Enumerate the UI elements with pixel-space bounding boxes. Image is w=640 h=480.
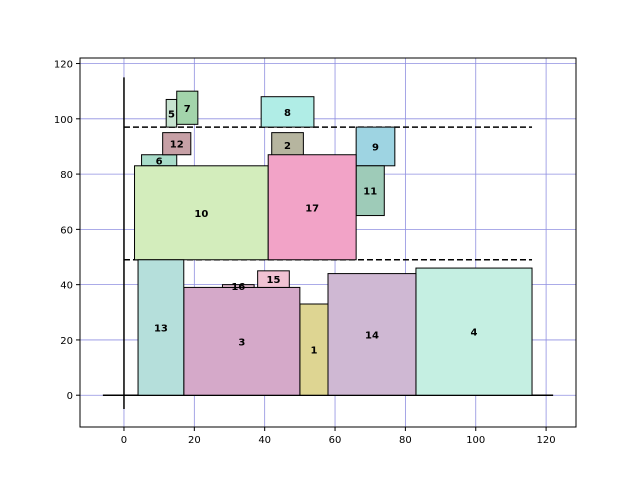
rect-box — [260, 96, 315, 128]
rect-box — [267, 154, 357, 261]
rect-label: 14 — [365, 330, 379, 341]
rect-label: 7 — [184, 104, 191, 115]
rect-box — [134, 165, 269, 261]
rect-label: 2 — [284, 141, 291, 152]
x-tick-label: 20 — [188, 435, 201, 446]
y-tick-label: 20 — [60, 336, 73, 347]
rect-item-3: 3 — [183, 286, 301, 396]
rect-label: 12 — [170, 140, 184, 151]
x-tick-label: 120 — [537, 435, 556, 446]
rect-box — [415, 267, 533, 396]
y-tick-label: 120 — [54, 60, 73, 71]
rect-label: 4 — [471, 328, 478, 339]
rect-item-12: 12 — [162, 132, 192, 156]
rect-label: 6 — [156, 156, 163, 167]
rect-box — [355, 126, 396, 167]
rect-label: 9 — [372, 142, 379, 153]
rect-box — [355, 165, 385, 217]
x-tick-label: 40 — [258, 435, 271, 446]
x-tick-label: 100 — [466, 435, 485, 446]
rect-item-14: 14 — [327, 273, 417, 396]
rect-item-16: 16 — [221, 282, 255, 293]
rect-item-4: 4 — [415, 267, 533, 396]
rect-item-7: 7 — [176, 90, 199, 125]
rect-box — [271, 132, 304, 159]
rect-item-2: 2 — [271, 132, 304, 159]
rect-item-10: 10 — [134, 165, 269, 261]
y-tick-label: 80 — [60, 170, 73, 181]
rect-label: 13 — [154, 323, 168, 334]
rect-box — [221, 284, 255, 288]
plot-frame — [79, 57, 577, 428]
axis-ticks: 0 20 40 60 80 100 120 0 20 40 60 80 100 120 — [54, 60, 556, 446]
rect-label: 11 — [363, 187, 377, 198]
rect-label: 16 — [231, 282, 245, 293]
rect-box — [327, 273, 417, 396]
rect-box — [176, 90, 199, 125]
y-tick-label: 100 — [54, 115, 73, 126]
rect-label: 17 — [305, 203, 319, 214]
rect-box — [162, 132, 192, 156]
rect-label: 15 — [267, 275, 281, 286]
rect-label: 5 — [168, 109, 175, 120]
rect-item-5: 5 — [165, 98, 178, 128]
rect-item-17: 17 — [267, 154, 357, 261]
rect-label: 8 — [284, 108, 291, 119]
y-tick-label: 40 — [60, 281, 73, 292]
rect-box — [257, 270, 290, 288]
rect-item-9: 9 — [355, 126, 396, 167]
rect-box — [137, 259, 185, 396]
x-tick-label: 0 — [121, 435, 127, 446]
rect-item-1: 1 — [299, 303, 329, 396]
rect-item-15: 15 — [257, 270, 290, 288]
rect-item-11: 11 — [355, 165, 385, 217]
rect-label: 1 — [310, 346, 317, 357]
rect-label: 3 — [238, 337, 245, 348]
rect-label: 10 — [194, 209, 208, 220]
rect-item-13: 13 — [137, 259, 185, 396]
y-tick-label: 0 — [67, 391, 73, 402]
x-tick-label: 60 — [329, 435, 342, 446]
x-tick-label: 80 — [399, 435, 412, 446]
rect-box — [183, 286, 301, 396]
y-tick-label: 60 — [60, 225, 73, 236]
rect-item-8: 8 — [260, 96, 315, 128]
